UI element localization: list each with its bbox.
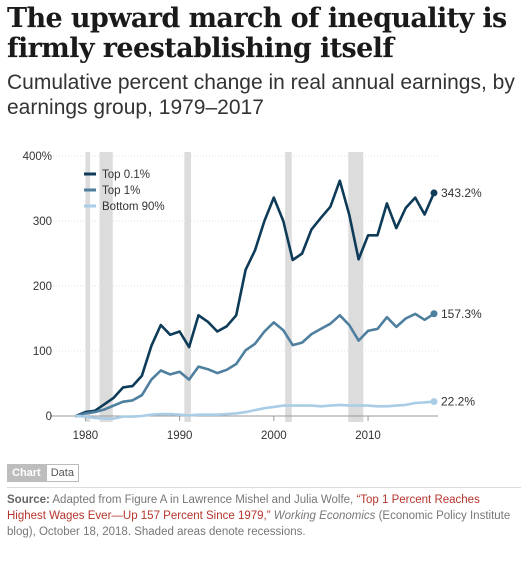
y-tick-label-100: 100 (33, 346, 52, 358)
series-end-label-2: 22.2% (441, 395, 475, 409)
tab-data[interactable]: Data (45, 464, 79, 482)
source-text-before: Adapted from Figure A in Lawrence Mishel… (49, 494, 357, 506)
line-chart: 0 100 200 300 400% 1980 1990 2000 2010 343.2% 157.… (23, 151, 482, 442)
series-end-label-0: 343.2% (441, 186, 482, 200)
view-tabs: Chart Data (7, 464, 79, 482)
series-end-point-1 (430, 310, 438, 318)
legend-label-1: Top 1% (102, 185, 140, 197)
legend-label-0: Top 0.1% (102, 169, 150, 181)
recession-band-3 (285, 152, 292, 422)
source-note: Source: Adapted from Figure A in Lawrenc… (7, 492, 519, 540)
x-tick-label-1980: 1980 (73, 430, 99, 442)
recession-band-2 (184, 152, 191, 422)
y-tick-label-200: 200 (33, 281, 52, 293)
y-tick-label-400: 400% (23, 151, 52, 163)
x-tick-label-1990: 1990 (167, 430, 193, 442)
series-end-point-0 (430, 189, 438, 197)
recession-band-0 (85, 152, 91, 422)
source-text-after: (Economic Policy Institute blog), Octobe… (7, 510, 511, 538)
tab-chart[interactable]: Chart (7, 464, 46, 482)
chart-subtitle: Cumulative percent change in real annual… (7, 71, 515, 119)
source-article-link[interactable]: “Top 1 Percent Reaches Highest Wages Eve… (7, 494, 480, 522)
x-tick-label-2000: 2000 (261, 430, 287, 442)
recession-band-4 (348, 152, 364, 422)
x-tick-label-2010: 2010 (355, 430, 381, 442)
series-line-1 (74, 312, 436, 418)
source-publication: Working Economics (273, 510, 376, 522)
recession-band-1 (99, 152, 113, 422)
series-line-0 (74, 179, 436, 418)
y-tick-label-300: 300 (33, 216, 52, 228)
source-label: Source: (7, 494, 50, 506)
series-end-point-2 (430, 398, 438, 406)
series-line-2 (74, 400, 436, 420)
chart-title: The upward march of inequality is firmly… (7, 3, 507, 64)
series-end-label-1: 157.3% (441, 307, 482, 321)
y-tick-label-0: 0 (46, 411, 52, 423)
divider (7, 487, 521, 488)
legend-label-2: Bottom 90% (102, 201, 165, 213)
